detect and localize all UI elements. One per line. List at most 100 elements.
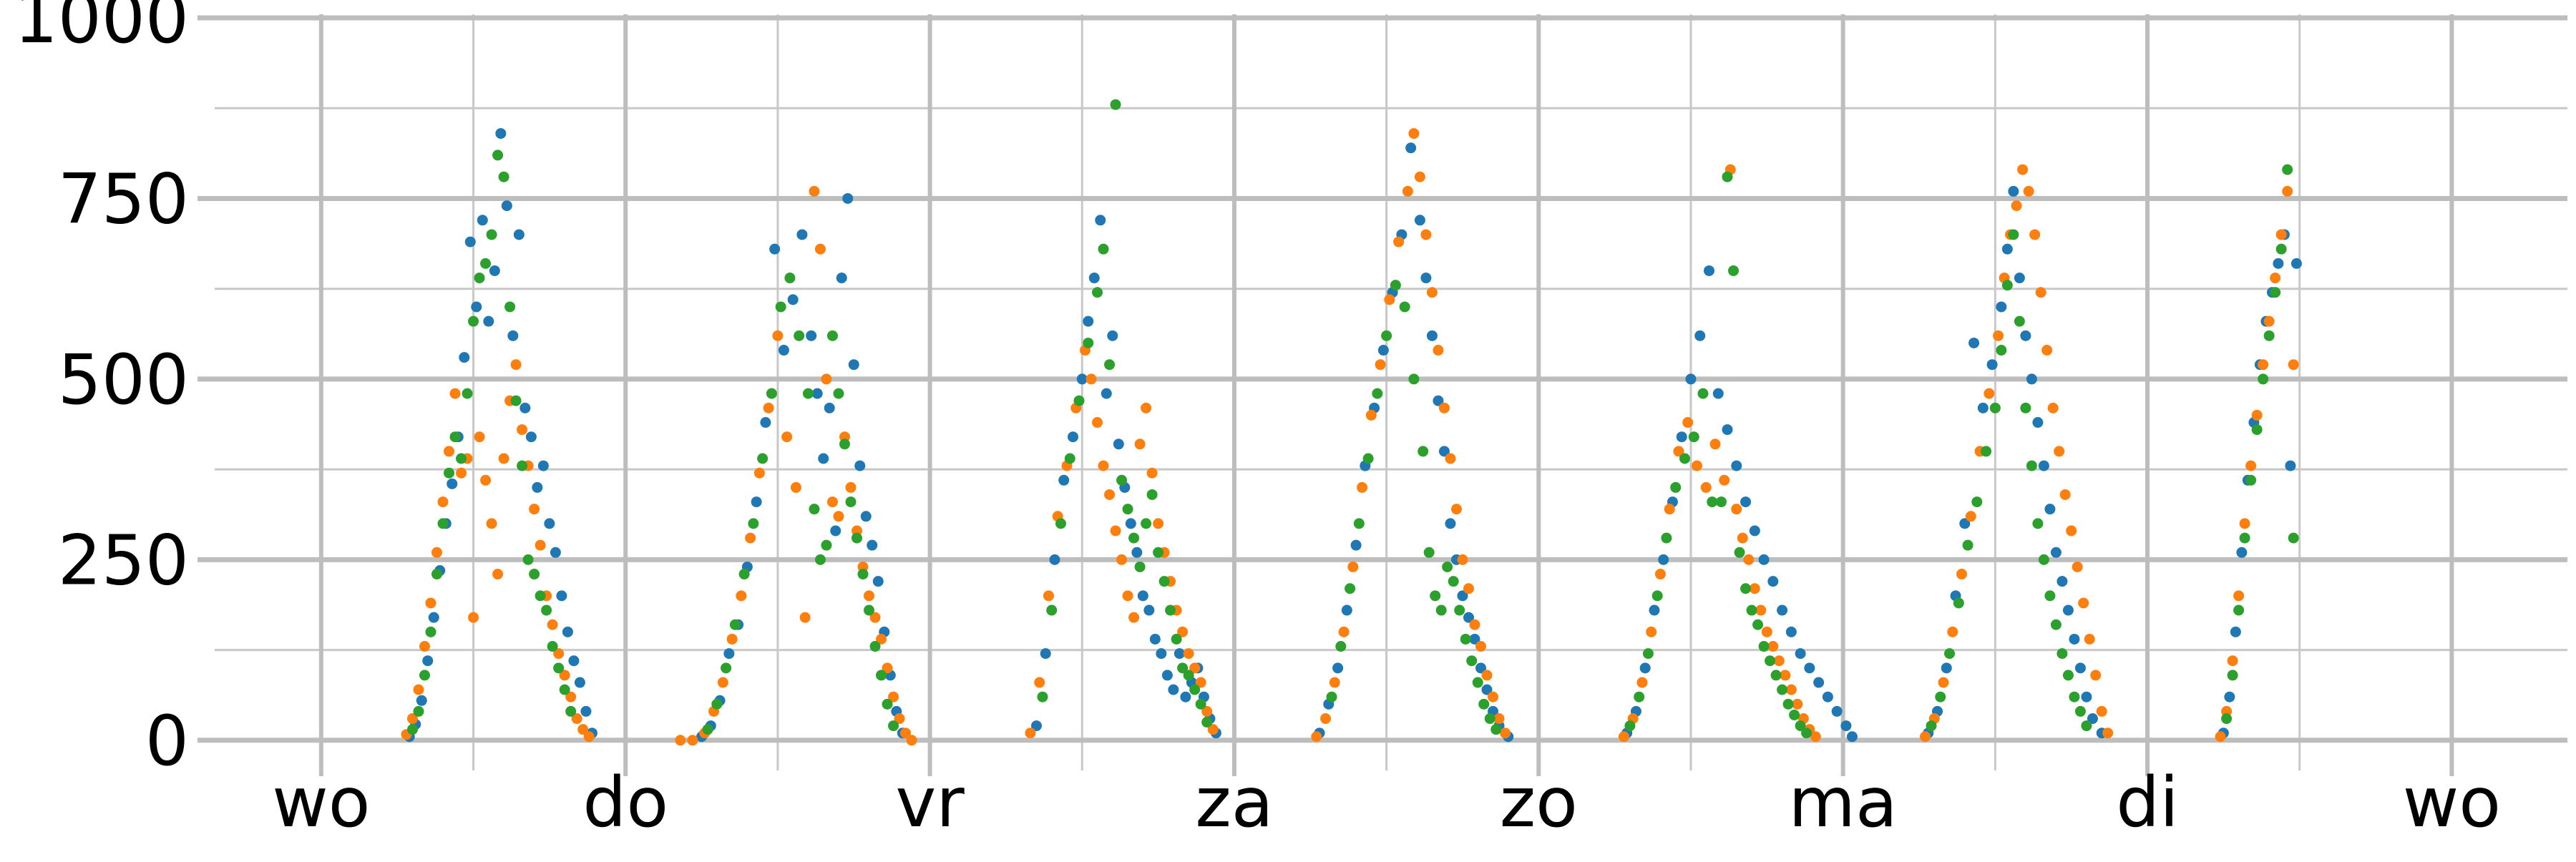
scatter-point-series-1 xyxy=(2081,691,2092,702)
scatter-point-series-2 xyxy=(814,243,826,255)
scatter-point-series-2 xyxy=(529,504,540,515)
scatter-point-series-3 xyxy=(882,698,893,710)
scatter-point-series-3 xyxy=(1055,518,1066,529)
scatter-point-series-1 xyxy=(537,460,549,471)
scatter-point-series-1 xyxy=(1168,684,1179,695)
scatter-point-series-3 xyxy=(1201,717,1213,728)
scatter-point-series-1 xyxy=(2026,373,2037,385)
scatter-point-series-3 xyxy=(802,388,814,399)
scatter-point-series-3 xyxy=(702,724,713,735)
scatter-point-series-3 xyxy=(1697,388,1709,399)
scatter-point-series-3 xyxy=(2275,243,2287,255)
scatter-point-series-3 xyxy=(1408,373,1420,385)
scatter-point-series-3 xyxy=(1381,330,1392,341)
scatter-point-series-2 xyxy=(876,633,887,645)
scatter-point-series-1 xyxy=(2014,273,2025,284)
scatter-point-series-2 xyxy=(1965,511,1976,522)
scatter-point-series-2 xyxy=(1780,670,1791,681)
scatter-point-series-3 xyxy=(809,504,820,515)
scatter-point-series-3 xyxy=(1046,604,1058,616)
scatter-point-series-2 xyxy=(1402,185,1413,197)
scatter-point-series-2 xyxy=(1984,388,1995,399)
scatter-point-series-2 xyxy=(1743,554,1755,565)
scatter-point-series-3 xyxy=(1141,518,1152,529)
scatter-point-series-2 xyxy=(1785,684,1797,695)
scatter-point-series-3 xyxy=(1624,720,1636,732)
scatter-point-series-3 xyxy=(1478,698,1490,710)
scatter-point-series-2 xyxy=(1646,626,1657,637)
scatter-point-series-3 xyxy=(1037,691,1048,702)
scatter-point-series-3 xyxy=(406,724,418,735)
scatter-point-series-1 xyxy=(778,345,789,356)
scatter-point-series-2 xyxy=(1938,677,1949,688)
scatter-point-series-2 xyxy=(882,662,893,674)
scatter-point-series-2 xyxy=(1134,439,1146,450)
scatter-point-series-2 xyxy=(1737,532,1748,544)
x-tick-label: ma xyxy=(1788,763,1897,843)
scatter-point-series-2 xyxy=(675,735,686,746)
scatter-point-series-3 xyxy=(2032,518,2044,529)
scatter-point-series-3 xyxy=(517,460,528,471)
scatter-point-series-3 xyxy=(1770,670,1782,681)
scatter-point-series-1 xyxy=(507,330,519,341)
scatter-point-series-1 xyxy=(556,590,567,602)
scatter-point-series-2 xyxy=(888,691,899,702)
scatter-point-series-1 xyxy=(1137,590,1148,602)
x-tick-label: zo xyxy=(1500,763,1578,843)
scatter-point-series-3 xyxy=(2270,287,2281,298)
scatter-point-series-1 xyxy=(1350,539,1362,551)
scatter-point-series-3 xyxy=(2020,402,2031,413)
scatter-point-series-2 xyxy=(1761,626,1772,637)
scatter-point-series-2 xyxy=(444,446,455,457)
scatter-point-series-1 xyxy=(1156,648,1167,660)
scatter-point-series-2 xyxy=(1767,641,1779,652)
scatter-point-series-2 xyxy=(1177,626,1189,637)
scatter-point-series-3 xyxy=(1423,547,1435,558)
scatter-point-series-1 xyxy=(1469,633,1480,645)
scatter-point-series-3 xyxy=(2008,229,2019,240)
scatter-point-series-3 xyxy=(1153,547,1164,558)
scatter-point-series-2 xyxy=(1146,467,1158,479)
scatter-point-series-1 xyxy=(1968,337,1980,348)
scatter-point-series-1 xyxy=(1767,576,1779,587)
scatter-point-series-1 xyxy=(2008,185,2019,197)
scatter-point-series-1 xyxy=(824,402,835,413)
scatter-point-series-1 xyxy=(1174,648,1185,660)
scatter-point-series-3 xyxy=(486,229,497,240)
scatter-point-series-1 xyxy=(574,677,585,688)
scatter-point-series-2 xyxy=(1104,489,1116,500)
scatter-point-series-2 xyxy=(826,496,838,508)
scatter-point-series-1 xyxy=(1639,662,1651,674)
scatter-point-series-3 xyxy=(535,590,546,602)
scatter-point-series-2 xyxy=(431,547,443,558)
scatter-point-series-2 xyxy=(2059,489,2071,500)
scatter-point-series-3 xyxy=(2282,164,2293,175)
scatter-point-series-1 xyxy=(787,294,799,305)
scatter-point-series-3 xyxy=(522,554,534,565)
y-tick-label: 750 xyxy=(58,159,189,239)
scatter-point-series-3 xyxy=(529,569,540,580)
scatter-point-series-2 xyxy=(2288,359,2299,371)
scatter-point-series-1 xyxy=(1740,496,1752,508)
scatter-point-series-3 xyxy=(559,684,570,695)
scatter-point-series-1 xyxy=(428,612,439,623)
scatter-point-series-3 xyxy=(2069,691,2080,702)
scatter-point-series-3 xyxy=(1679,453,1690,464)
scatter-point-series-3 xyxy=(2038,554,2049,565)
scatter-point-series-3 xyxy=(1707,496,1718,508)
scatter-point-series-2 xyxy=(1664,504,1675,515)
x-tick-label: za xyxy=(1195,763,1273,843)
scatter-point-series-3 xyxy=(1335,641,1347,652)
scatter-point-series-1 xyxy=(2001,243,2013,255)
scatter-point-series-3 xyxy=(1795,720,1806,732)
scatter-point-series-3 xyxy=(1399,301,1410,313)
scatter-point-series-1 xyxy=(1722,424,1733,436)
scatter-point-series-1 xyxy=(1101,388,1112,399)
scatter-point-series-3 xyxy=(1353,518,1365,529)
scatter-point-series-3 xyxy=(1634,691,1645,702)
scatter-point-series-2 xyxy=(2227,655,2238,667)
scatter-point-series-1 xyxy=(1457,590,1468,602)
scatter-point-series-3 xyxy=(1996,345,2007,356)
scatter-point-series-3 xyxy=(1122,504,1133,515)
